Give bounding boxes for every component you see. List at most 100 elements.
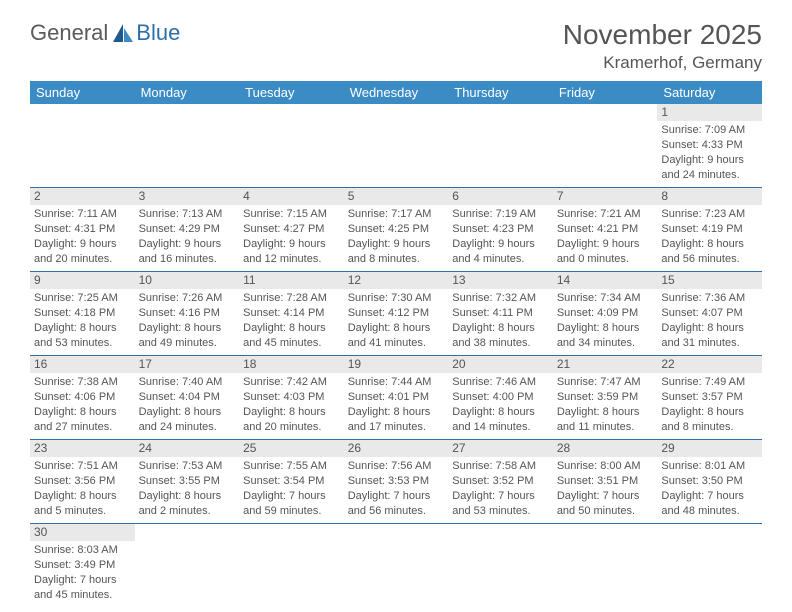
day-number: [448, 104, 553, 106]
calendar-week-row: 16Sunrise: 7:38 AMSunset: 4:06 PMDayligh…: [30, 355, 762, 439]
daylight-text: Daylight: 9 hours and 8 minutes.: [348, 237, 445, 267]
day-details: Sunrise: 7:32 AMSunset: 4:11 PMDaylight:…: [448, 289, 553, 354]
sunrise-text: Sunrise: 7:55 AM: [243, 459, 340, 474]
daylight-text: Daylight: 8 hours and 8 minutes.: [661, 405, 758, 435]
daylight-text: Daylight: 7 hours and 50 minutes.: [557, 489, 654, 519]
day-number: 18: [239, 356, 344, 374]
sunset-text: Sunset: 3:51 PM: [557, 474, 654, 489]
daylight-text: Daylight: 7 hours and 59 minutes.: [243, 489, 340, 519]
day-number: [553, 104, 658, 106]
sunset-text: Sunset: 3:54 PM: [243, 474, 340, 489]
day-number: [30, 104, 135, 106]
sunset-text: Sunset: 4:27 PM: [243, 222, 340, 237]
sunrise-text: Sunrise: 7:56 AM: [348, 459, 445, 474]
daylight-text: Daylight: 8 hours and 53 minutes.: [34, 321, 131, 351]
calendar-day-cell: 4Sunrise: 7:15 AMSunset: 4:27 PMDaylight…: [239, 187, 344, 271]
day-details: Sunrise: 7:11 AMSunset: 4:31 PMDaylight:…: [30, 205, 135, 270]
sunrise-text: Sunrise: 7:09 AM: [661, 123, 758, 138]
sunset-text: Sunset: 4:16 PM: [139, 306, 236, 321]
day-details: Sunrise: 7:17 AMSunset: 4:25 PMDaylight:…: [344, 205, 449, 270]
logo: General Blue: [30, 20, 180, 46]
sunset-text: Sunset: 3:57 PM: [661, 390, 758, 405]
calendar-day-cell: 9Sunrise: 7:25 AMSunset: 4:18 PMDaylight…: [30, 271, 135, 355]
sunset-text: Sunset: 3:53 PM: [348, 474, 445, 489]
daylight-text: Daylight: 8 hours and 31 minutes.: [661, 321, 758, 351]
day-number: 11: [239, 272, 344, 290]
weekday-header: Friday: [553, 81, 658, 104]
calendar-day-cell: 22Sunrise: 7:49 AMSunset: 3:57 PMDayligh…: [657, 355, 762, 439]
sunrise-text: Sunrise: 7:21 AM: [557, 207, 654, 222]
sunset-text: Sunset: 4:25 PM: [348, 222, 445, 237]
calendar-day-cell: 11Sunrise: 7:28 AMSunset: 4:14 PMDayligh…: [239, 271, 344, 355]
sunset-text: Sunset: 3:56 PM: [34, 474, 131, 489]
sunrise-text: Sunrise: 7:44 AM: [348, 375, 445, 390]
calendar-day-cell: 24Sunrise: 7:53 AMSunset: 3:55 PMDayligh…: [135, 439, 240, 523]
sunset-text: Sunset: 4:29 PM: [139, 222, 236, 237]
daylight-text: Daylight: 8 hours and 2 minutes.: [139, 489, 236, 519]
day-number: [135, 104, 240, 106]
daylight-text: Daylight: 9 hours and 24 minutes.: [661, 153, 758, 183]
calendar-day-cell: 6Sunrise: 7:19 AMSunset: 4:23 PMDaylight…: [448, 187, 553, 271]
sunset-text: Sunset: 4:00 PM: [452, 390, 549, 405]
logo-text-1: General: [30, 20, 108, 46]
calendar-day-cell: 13Sunrise: 7:32 AMSunset: 4:11 PMDayligh…: [448, 271, 553, 355]
sunset-text: Sunset: 4:21 PM: [557, 222, 654, 237]
day-details: Sunrise: 7:13 AMSunset: 4:29 PMDaylight:…: [135, 205, 240, 270]
day-details: Sunrise: 7:51 AMSunset: 3:56 PMDaylight:…: [30, 457, 135, 522]
calendar-day-cell: 30Sunrise: 8:03 AMSunset: 3:49 PMDayligh…: [30, 523, 135, 606]
calendar-day-cell: 10Sunrise: 7:26 AMSunset: 4:16 PMDayligh…: [135, 271, 240, 355]
day-details: Sunrise: 7:19 AMSunset: 4:23 PMDaylight:…: [448, 205, 553, 270]
daylight-text: Daylight: 8 hours and 17 minutes.: [348, 405, 445, 435]
weekday-header-row: Sunday Monday Tuesday Wednesday Thursday…: [30, 81, 762, 104]
day-number: 16: [30, 356, 135, 374]
day-details: Sunrise: 7:55 AMSunset: 3:54 PMDaylight:…: [239, 457, 344, 522]
calendar-day-cell: [135, 523, 240, 606]
daylight-text: Daylight: 8 hours and 56 minutes.: [661, 237, 758, 267]
day-details: Sunrise: 7:25 AMSunset: 4:18 PMDaylight:…: [30, 289, 135, 354]
sunrise-text: Sunrise: 7:32 AM: [452, 291, 549, 306]
calendar-day-cell: 19Sunrise: 7:44 AMSunset: 4:01 PMDayligh…: [344, 355, 449, 439]
sunset-text: Sunset: 4:06 PM: [34, 390, 131, 405]
day-number: 12: [344, 272, 449, 290]
sunset-text: Sunset: 4:12 PM: [348, 306, 445, 321]
day-details: Sunrise: 7:23 AMSunset: 4:19 PMDaylight:…: [657, 205, 762, 270]
sunrise-text: Sunrise: 7:47 AM: [557, 375, 654, 390]
sunrise-text: Sunrise: 7:17 AM: [348, 207, 445, 222]
page-header: General Blue November 2025 Kramerhof, Ge…: [30, 20, 762, 73]
weekday-header: Sunday: [30, 81, 135, 104]
calendar-day-cell: 14Sunrise: 7:34 AMSunset: 4:09 PMDayligh…: [553, 271, 658, 355]
day-number: [344, 104, 449, 106]
day-number: 3: [135, 188, 240, 206]
day-number: 1: [657, 104, 762, 122]
day-number: 10: [135, 272, 240, 290]
title-block: November 2025 Kramerhof, Germany: [563, 20, 762, 73]
sunset-text: Sunset: 3:52 PM: [452, 474, 549, 489]
daylight-text: Daylight: 7 hours and 53 minutes.: [452, 489, 549, 519]
month-title: November 2025: [563, 20, 762, 51]
daylight-text: Daylight: 8 hours and 14 minutes.: [452, 405, 549, 435]
sunrise-text: Sunrise: 7:19 AM: [452, 207, 549, 222]
calendar-day-cell: 28Sunrise: 8:00 AMSunset: 3:51 PMDayligh…: [553, 439, 658, 523]
sunrise-text: Sunrise: 7:34 AM: [557, 291, 654, 306]
weekday-header: Wednesday: [344, 81, 449, 104]
calendar-day-cell: [553, 523, 658, 606]
sunset-text: Sunset: 4:19 PM: [661, 222, 758, 237]
day-details: Sunrise: 7:21 AMSunset: 4:21 PMDaylight:…: [553, 205, 658, 270]
daylight-text: Daylight: 8 hours and 27 minutes.: [34, 405, 131, 435]
sunrise-text: Sunrise: 7:36 AM: [661, 291, 758, 306]
day-number: [553, 524, 658, 526]
sunrise-text: Sunrise: 7:11 AM: [34, 207, 131, 222]
calendar-day-cell: 25Sunrise: 7:55 AMSunset: 3:54 PMDayligh…: [239, 439, 344, 523]
calendar-day-cell: [239, 523, 344, 606]
weekday-header: Saturday: [657, 81, 762, 104]
calendar-day-cell: 16Sunrise: 7:38 AMSunset: 4:06 PMDayligh…: [30, 355, 135, 439]
sunrise-text: Sunrise: 7:26 AM: [139, 291, 236, 306]
sunset-text: Sunset: 4:07 PM: [661, 306, 758, 321]
day-details: Sunrise: 7:26 AMSunset: 4:16 PMDaylight:…: [135, 289, 240, 354]
day-details: Sunrise: 7:53 AMSunset: 3:55 PMDaylight:…: [135, 457, 240, 522]
calendar-day-cell: 2Sunrise: 7:11 AMSunset: 4:31 PMDaylight…: [30, 187, 135, 271]
day-number: 15: [657, 272, 762, 290]
sunrise-text: Sunrise: 7:40 AM: [139, 375, 236, 390]
logo-text-2: Blue: [136, 20, 180, 46]
day-number: 19: [344, 356, 449, 374]
